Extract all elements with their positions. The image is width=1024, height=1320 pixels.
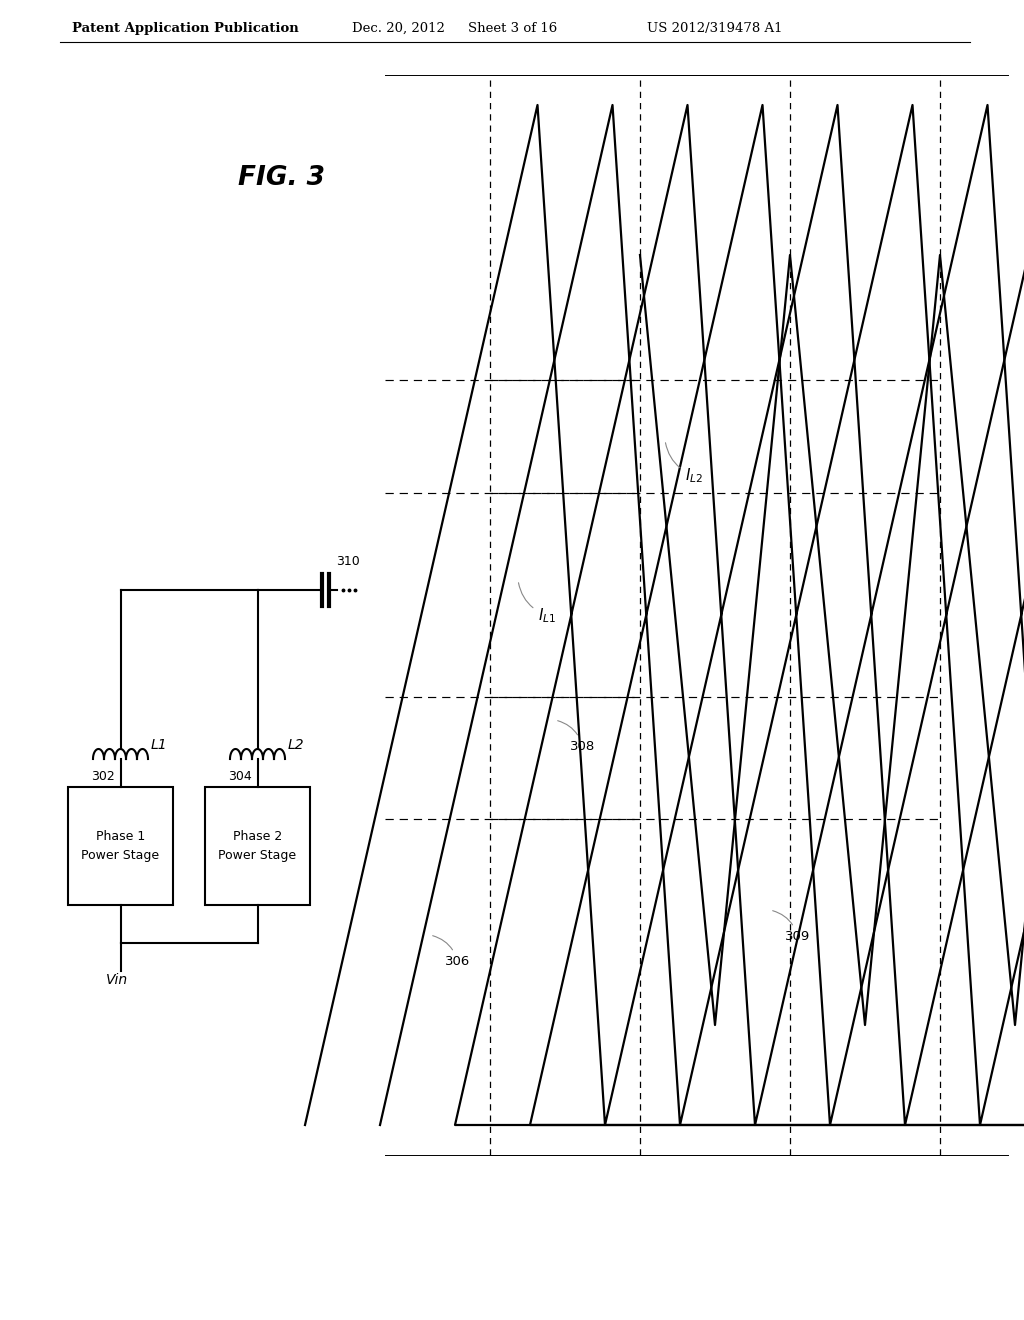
Text: 304: 304 [227,771,252,784]
Text: Sheet 3 of 16: Sheet 3 of 16 [468,22,557,36]
Text: Patent Application Publication: Patent Application Publication [72,22,299,36]
Text: Power Stage: Power Stage [218,849,297,862]
Text: FIG. 3: FIG. 3 [238,165,325,191]
Text: 309: 309 [773,911,810,942]
Text: 306: 306 [433,936,470,968]
Text: Vin: Vin [105,973,128,987]
Text: L1: L1 [151,738,168,752]
FancyBboxPatch shape [68,787,173,906]
FancyBboxPatch shape [205,787,310,906]
Text: 310: 310 [336,554,359,568]
Text: Phase 2: Phase 2 [232,830,283,843]
Text: 302: 302 [91,771,115,784]
Text: US 2012/319478 A1: US 2012/319478 A1 [647,22,782,36]
Text: Dec. 20, 2012: Dec. 20, 2012 [352,22,444,36]
Text: Phase 1: Phase 1 [96,830,145,843]
Text: L2: L2 [288,738,304,752]
Text: 308: 308 [558,721,595,752]
Text: Power Stage: Power Stage [82,849,160,862]
Text: $I_{L2}$: $I_{L2}$ [666,442,703,484]
Text: $I_{L1}$: $I_{L1}$ [518,582,556,624]
